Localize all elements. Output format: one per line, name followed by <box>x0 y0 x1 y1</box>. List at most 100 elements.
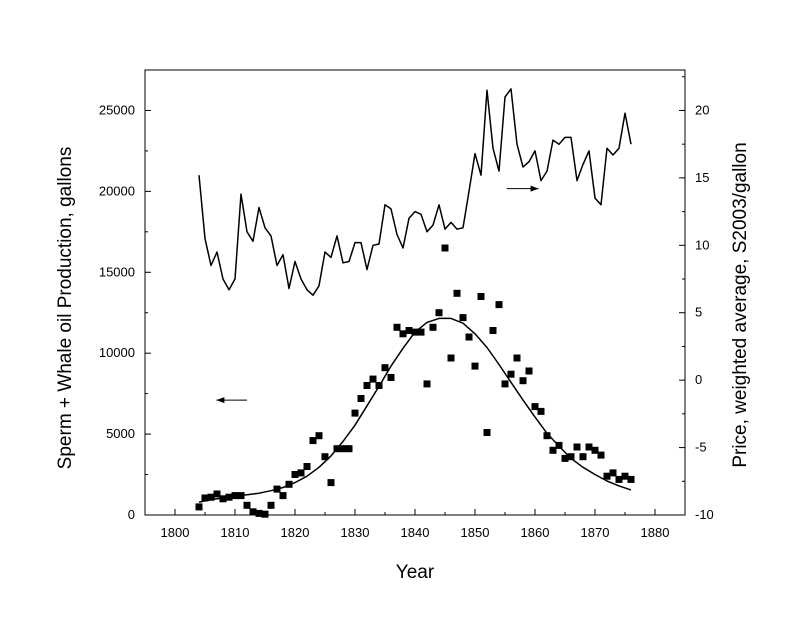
series-layer <box>195 88 635 518</box>
production-point <box>507 370 515 378</box>
left-tick-label: 5000 <box>106 426 135 441</box>
production-point <box>279 492 287 500</box>
production-point <box>435 309 443 317</box>
production-point <box>597 451 605 459</box>
x-axis-ticks: 1800 1810 1820 1830 1840 1850 1860 1870 1880 <box>161 509 670 540</box>
production-point <box>561 454 569 462</box>
production-point <box>471 362 479 370</box>
right-axis-title: Price, weighted average, S2003/gallon <box>730 142 751 467</box>
right-tick-label: 0 <box>695 372 702 387</box>
production-point <box>261 510 269 518</box>
production-point <box>501 380 509 388</box>
x-tick-label: 1880 <box>641 525 670 540</box>
production-point <box>459 314 467 322</box>
x-tick-label: 1810 <box>221 525 250 540</box>
production-point <box>255 509 263 517</box>
production-point <box>345 445 353 453</box>
production-point <box>603 472 611 480</box>
production-point <box>303 463 311 470</box>
production-point <box>483 429 491 436</box>
production-point <box>615 475 623 483</box>
production-point <box>441 244 449 252</box>
right-tick-label: 15 <box>695 170 709 185</box>
production-point <box>489 327 497 334</box>
production-point <box>399 330 407 338</box>
production-point <box>453 289 461 297</box>
production-point <box>387 374 395 381</box>
right-tick-label: 10 <box>695 237 709 252</box>
price-line <box>198 88 632 296</box>
production-point <box>429 323 437 331</box>
production-point <box>321 453 329 461</box>
production-point <box>417 328 425 336</box>
x-tick-label: 1850 <box>461 525 490 540</box>
production-point <box>369 375 377 383</box>
arrow-left-head <box>216 397 225 404</box>
production-point <box>213 490 221 498</box>
production-point <box>207 493 215 501</box>
production-point <box>405 327 413 334</box>
production-point <box>495 301 503 309</box>
plot-frame <box>144 69 686 516</box>
production-point <box>351 409 359 417</box>
annotation-layer <box>216 185 539 404</box>
production-point <box>579 453 587 461</box>
production-point <box>591 446 599 454</box>
left-axis-ticks: 0 5000 10000 15000 20000 25000 <box>99 102 151 522</box>
production-point <box>621 472 629 480</box>
production-point <box>267 501 275 509</box>
production-point <box>585 443 593 451</box>
production-point <box>543 432 551 440</box>
production-point <box>309 437 317 445</box>
production-point <box>627 475 635 483</box>
production-point <box>531 403 539 411</box>
production-point <box>249 508 257 516</box>
x-axis-title: Year <box>396 562 435 583</box>
right-axis-ticks: -10 -5 0 5 10 15 20 <box>679 76 714 522</box>
production-point <box>363 382 371 389</box>
production-point <box>339 445 347 453</box>
right-tick-label: -10 <box>695 507 714 522</box>
production-point <box>525 367 533 375</box>
right-tick-label: -5 <box>695 440 707 455</box>
production-point <box>513 354 521 362</box>
production-point <box>291 471 299 478</box>
production-point <box>231 492 239 500</box>
left-axis-title: Sperm + Whale oil Production, gallons <box>55 147 76 470</box>
x-tick-label: 1820 <box>281 525 310 540</box>
production-point <box>519 377 527 385</box>
production-point <box>381 364 389 372</box>
production-point <box>477 293 485 300</box>
production-point <box>537 407 545 415</box>
x-tick-label: 1860 <box>521 525 550 540</box>
left-tick-label: 20000 <box>99 183 135 198</box>
x-tick-label: 1870 <box>581 525 610 540</box>
x-tick-label: 1830 <box>341 525 370 540</box>
left-tick-label: 15000 <box>99 264 135 279</box>
production-point <box>423 380 431 388</box>
production-point <box>243 501 251 509</box>
production-point <box>573 443 581 451</box>
production-point <box>315 432 323 440</box>
production-point <box>327 479 335 487</box>
right-tick-label: 5 <box>695 305 702 320</box>
production-point <box>393 323 401 331</box>
x-tick-label: 1840 <box>401 525 430 540</box>
production-point <box>297 469 305 477</box>
production-point <box>201 494 209 502</box>
left-tick-label: 25000 <box>99 102 135 117</box>
left-tick-label: 10000 <box>99 345 135 360</box>
production-point <box>549 446 557 454</box>
right-tick-label: 20 <box>695 102 709 117</box>
arrow-right-head <box>530 185 539 192</box>
production-fit-curve <box>198 317 632 503</box>
production-point <box>219 495 227 503</box>
production-point <box>357 395 365 402</box>
production-point <box>447 354 455 362</box>
production-point <box>195 503 203 511</box>
left-tick-label: 0 <box>128 507 135 522</box>
production-point <box>609 469 617 477</box>
x-tick-label: 1800 <box>161 525 190 540</box>
production-point <box>465 333 473 341</box>
